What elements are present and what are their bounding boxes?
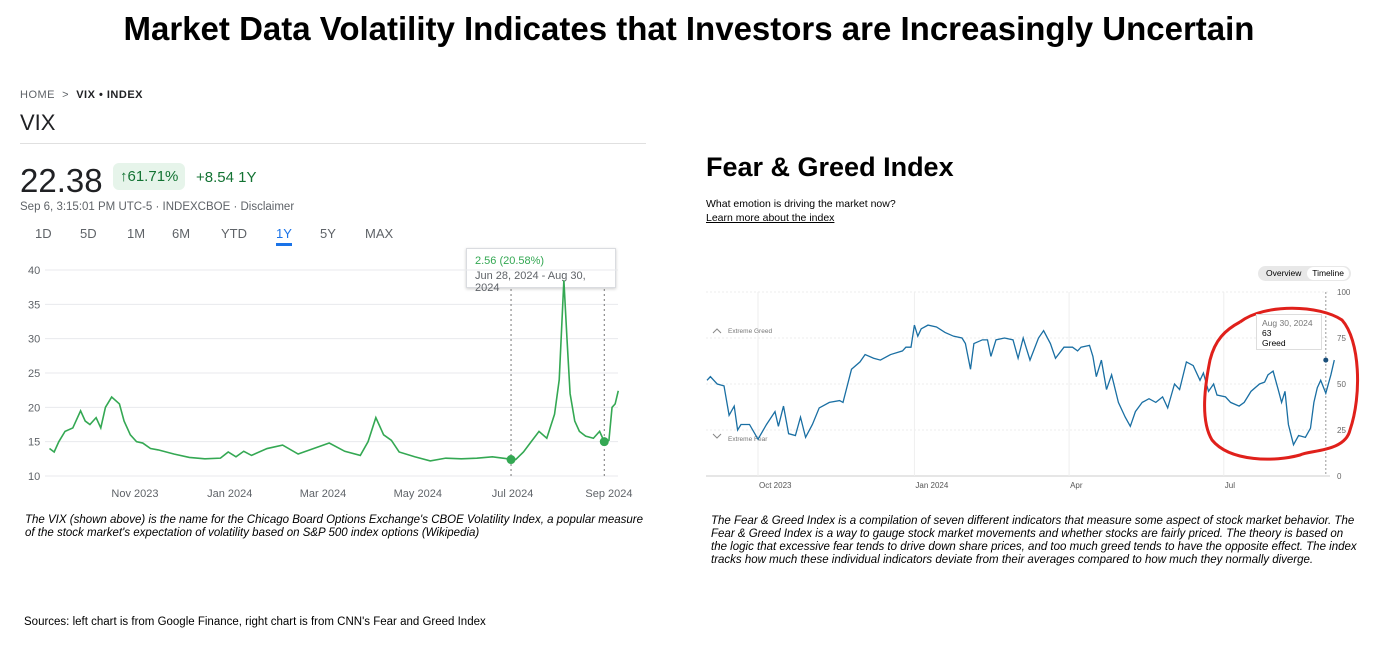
fg-series-line bbox=[706, 324, 1335, 447]
fg-zone-label-greed: Extreme Greed bbox=[728, 328, 772, 335]
price: 22.38 bbox=[20, 162, 103, 199]
breadcrumb: HOME > VIX • INDEX bbox=[20, 89, 143, 101]
vix-ytick-label: 10 bbox=[28, 471, 40, 483]
vix-ytick-label: 35 bbox=[28, 299, 40, 311]
fg-title: Fear & Greed Index bbox=[706, 152, 954, 182]
fg-learn-more-link[interactable]: Learn more about the index bbox=[706, 212, 835, 224]
divider bbox=[20, 143, 646, 144]
vix-range-marker-dot bbox=[506, 455, 516, 465]
vix-ytick-label: 40 bbox=[28, 265, 40, 277]
fg-ytick-label: 0 bbox=[1337, 472, 1342, 481]
fg-tooltip-label: Greed bbox=[1262, 338, 1286, 348]
vix-tooltip: 2.56 (20.58%) Jun 28, 2024 - Aug 30, 2024 bbox=[466, 248, 616, 294]
fg-question: What emotion is driving the market now? bbox=[706, 198, 896, 210]
vix-range-marker-dot bbox=[599, 437, 609, 447]
range-tab-6m[interactable]: 6M bbox=[172, 226, 191, 241]
range-tab-1d[interactable]: 1D bbox=[35, 226, 52, 241]
vix-ytick-label: 25 bbox=[28, 368, 40, 380]
fg-xtick-label: Oct 2023 bbox=[759, 481, 792, 490]
change-pct-badge: ↑61.71% bbox=[113, 163, 186, 190]
fg-tooltip-value: 63 bbox=[1262, 328, 1272, 338]
fg-ytick-label: 75 bbox=[1337, 334, 1346, 343]
vix-xtick-label: Mar 2024 bbox=[300, 488, 346, 500]
fg-tooltip-date: Aug 30, 2024 bbox=[1262, 318, 1313, 328]
fg-xtick-label: Jan 2024 bbox=[915, 481, 948, 490]
toggle-timeline[interactable]: Timeline bbox=[1307, 267, 1349, 280]
tooltip-change: 2.56 (20.58%) bbox=[475, 255, 545, 267]
vix-xtick-label: Jul 2024 bbox=[492, 488, 534, 500]
vix-xtick-label: May 2024 bbox=[394, 488, 442, 500]
range-tab-5d[interactable]: 5D bbox=[80, 226, 97, 241]
breadcrumb-current: VIX • INDEX bbox=[76, 89, 143, 101]
vix-xtick-label: Jan 2024 bbox=[207, 488, 252, 500]
fg-ytick-label: 100 bbox=[1337, 288, 1351, 297]
tooltip-dates: Jun 28, 2024 - Aug 30, 2024 bbox=[475, 270, 586, 294]
vix-ytick-label: 30 bbox=[28, 334, 40, 346]
range-tab-5y[interactable]: 5Y bbox=[320, 226, 336, 241]
chevron-down-icon bbox=[712, 433, 722, 439]
range-tab-max[interactable]: MAX bbox=[365, 226, 394, 241]
view-toggle: Overview Timeline bbox=[1258, 266, 1351, 281]
sources-note: Sources: left chart is from Google Finan… bbox=[24, 616, 486, 628]
change-abs: +8.54 1Y bbox=[196, 169, 257, 186]
vix-caption: The VIX (shown above) is the name for th… bbox=[25, 514, 643, 539]
vix-ytick-label: 20 bbox=[28, 402, 40, 414]
fg-red-annotation-circle bbox=[1203, 306, 1359, 461]
fg-tooltip: Aug 30, 2024 63 Greed bbox=[1256, 314, 1322, 350]
vix-xtick-label: Sep 2024 bbox=[585, 488, 632, 500]
range-tab-ytd[interactable]: YTD bbox=[221, 226, 247, 241]
vix-xtick-label: Nov 2023 bbox=[111, 488, 158, 500]
vix-series-line bbox=[49, 280, 620, 462]
fg-ytick-label: 25 bbox=[1337, 426, 1346, 435]
fg-caption: The Fear & Greed Index is a compilation … bbox=[711, 515, 1357, 566]
fg-xtick-label: Apr bbox=[1070, 481, 1083, 490]
range-tab-1m[interactable]: 1M bbox=[127, 226, 146, 241]
quote-meta: Sep 6, 3:15:01 PM UTC-5 · INDEXCBOE · Di… bbox=[20, 201, 295, 213]
fg-xtick-label: Jul bbox=[1225, 481, 1235, 490]
breadcrumb-home[interactable]: HOME bbox=[20, 89, 55, 101]
breadcrumb-separator: > bbox=[62, 89, 70, 101]
page-title: Market Data Volatility Indicates that In… bbox=[123, 10, 1255, 47]
chevron-up-icon bbox=[712, 328, 722, 334]
vix-ytick-label: 15 bbox=[28, 437, 40, 449]
ticker-name: VIX bbox=[20, 110, 56, 135]
fg-ytick-label: 50 bbox=[1337, 380, 1346, 389]
range-tab-1y[interactable]: 1Y bbox=[276, 226, 292, 246]
fg-zone-label-fear: Extreme Fear bbox=[728, 436, 768, 443]
fg-marker-dot bbox=[1323, 357, 1329, 363]
toggle-overview[interactable]: Overview bbox=[1266, 268, 1302, 278]
